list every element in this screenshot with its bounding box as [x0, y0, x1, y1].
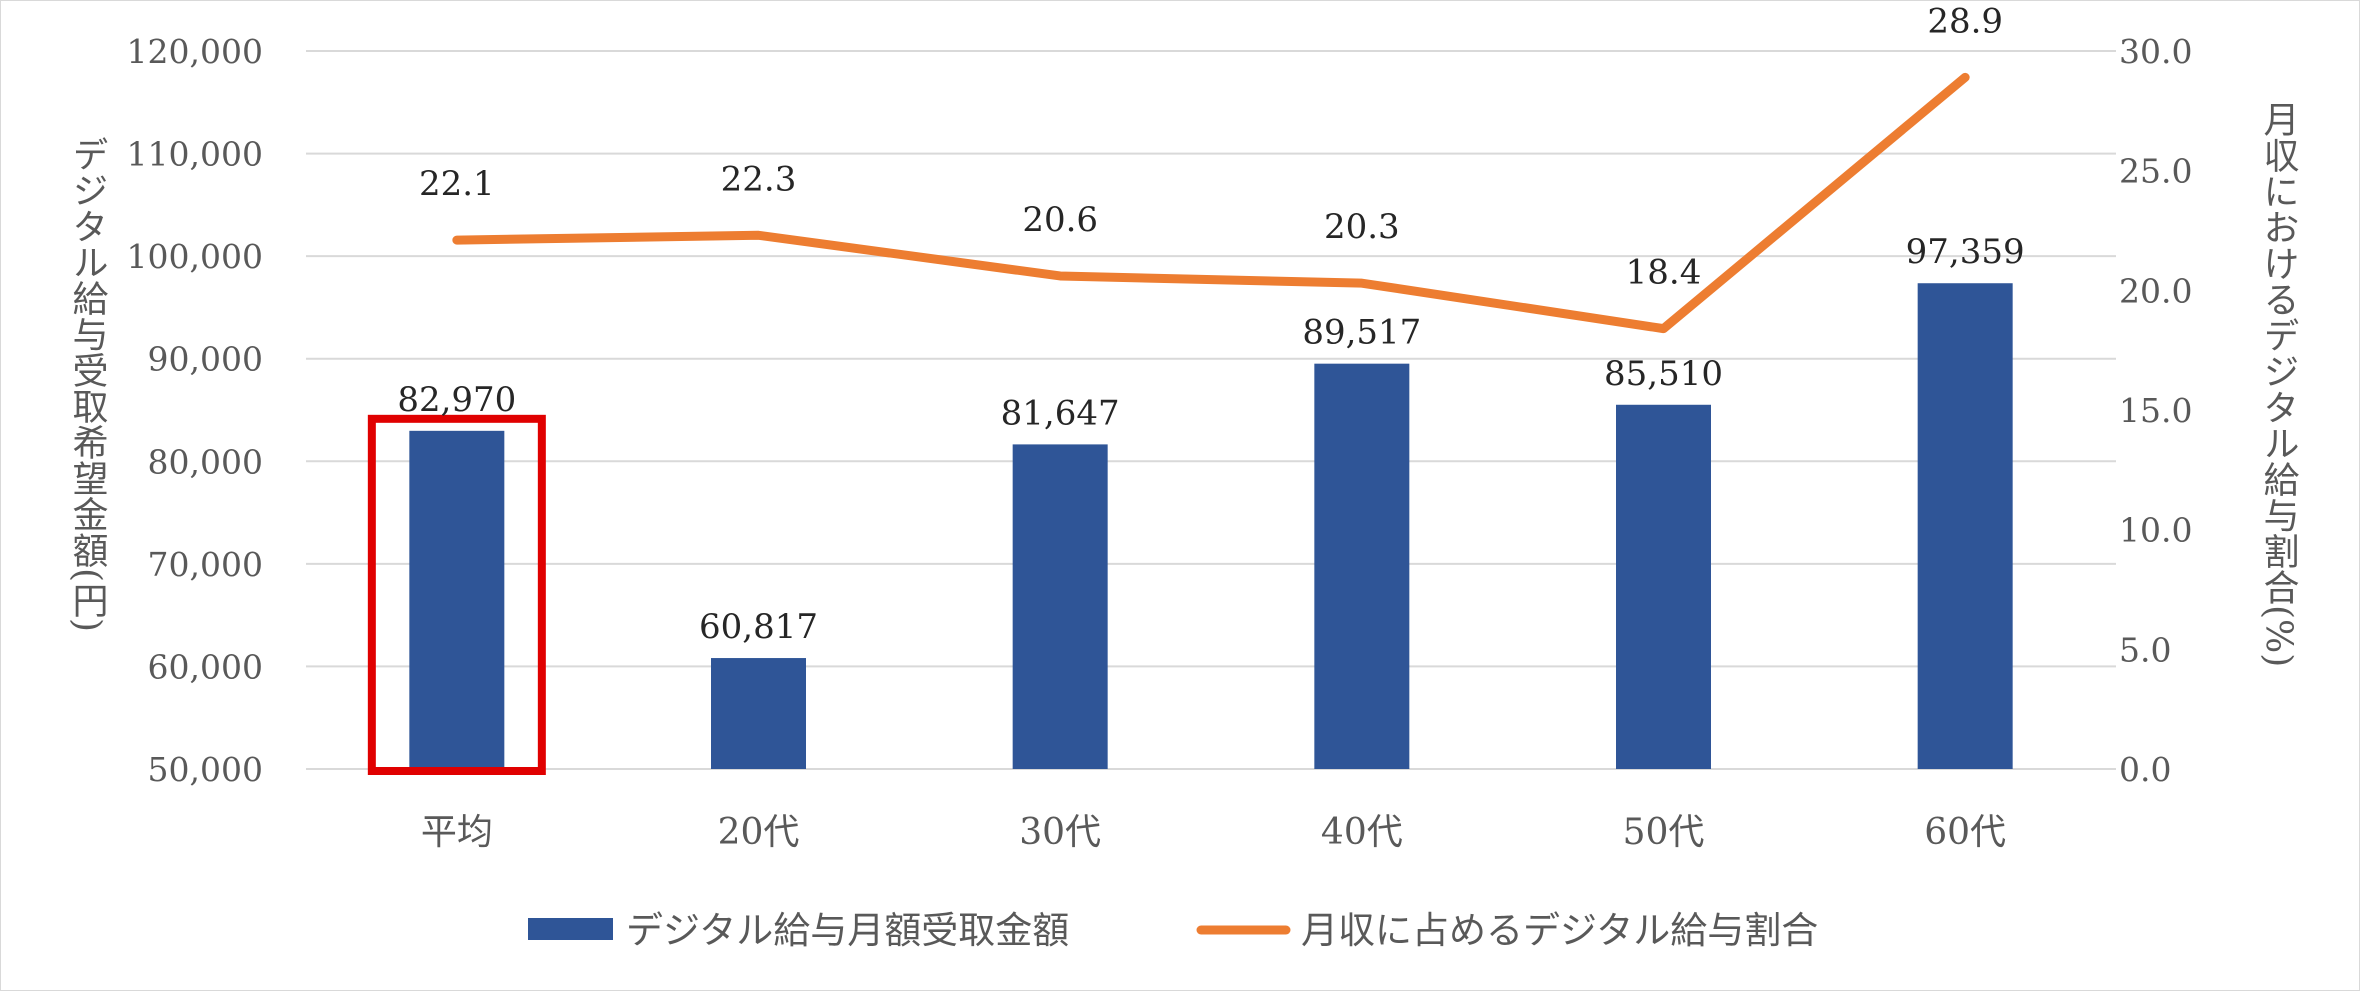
bar-value-label: 60,817 [699, 607, 818, 647]
line-point [1964, 76, 1967, 79]
line-value-label: 18.4 [1626, 253, 1702, 293]
right-tick-label: 30.0 [2119, 32, 2192, 71]
line-path [452, 72, 1970, 334]
right-tick-label: 10.0 [2119, 511, 2192, 550]
line-value-label: 22.3 [721, 159, 797, 199]
left-tick-label: 80,000 [148, 442, 263, 481]
bar [1616, 404, 1711, 769]
right-axis-ticks: 0.0 5.0 10.0 15.0 20.0 25.0 30.0 [2119, 32, 2192, 789]
bar-series [409, 283, 2013, 769]
left-tick-label: 100,000 [127, 237, 263, 276]
left-axis-ticks: 50,000 60,000 70,000 80,000 90,000 100,000 110… [127, 32, 263, 789]
legend-line-label: 月収に占めるデジタル給与割合 [1301, 909, 1818, 952]
line-point [757, 234, 760, 237]
right-axis-title: 月収におけるデジタル給与割合(%) [2258, 101, 2299, 667]
gridlines [306, 50, 2116, 770]
bar [1917, 283, 2013, 769]
bar-value-label: 81,647 [1001, 393, 1120, 433]
right-tick-label: 25.0 [2119, 152, 2192, 191]
bar [409, 430, 505, 769]
bar-value-label: 97,359 [1906, 232, 2025, 272]
left-axis-title: デジタル給与受取希望金額(円) [67, 136, 108, 632]
highlight-box [367, 414, 546, 775]
line-point [1059, 274, 1062, 277]
line-series [452, 72, 1970, 334]
category-label: 30代 [1019, 812, 1101, 853]
left-tick-label: 70,000 [148, 545, 263, 584]
data-labels: 82,970 60,817 81,647 89,517 85,510 97,359 22.1… [397, 1, 2024, 647]
line-value-label: 22.1 [419, 164, 495, 204]
right-tick-label: 20.0 [2119, 271, 2192, 310]
bar-value-label: 82,970 [397, 380, 516, 420]
left-tick-label: 120,000 [127, 32, 263, 71]
bar-value-label: 89,517 [1302, 313, 1421, 353]
line-point [1662, 327, 1665, 330]
legend-bar-label: デジタル給与月額受取金額 [626, 909, 1069, 952]
line-value-label: 20.3 [1324, 207, 1400, 247]
right-tick-label: 5.0 [2119, 630, 2171, 669]
category-label: 平均 [421, 812, 493, 853]
right-tick-label: 0.0 [2119, 750, 2171, 789]
bar [711, 658, 806, 769]
category-label: 20代 [718, 812, 800, 853]
legend-bar-swatch [528, 918, 613, 940]
line-value-label: 20.6 [1022, 200, 1098, 240]
category-labels: 平均 20代 30代 40代 50代 60代 [421, 812, 2006, 853]
left-tick-label: 60,000 [148, 647, 263, 686]
line-point [455, 239, 458, 242]
category-label: 60代 [1924, 812, 2006, 853]
highlight-box-group [367, 414, 546, 775]
right-tick-label: 15.0 [2119, 391, 2192, 430]
left-tick-label: 50,000 [148, 750, 263, 789]
category-label: 50代 [1623, 812, 1705, 853]
line-value-label: 28.9 [1927, 1, 2003, 41]
bar [1314, 363, 1410, 769]
category-label: 40代 [1321, 812, 1403, 853]
bar [1012, 444, 1108, 769]
left-tick-label: 110,000 [127, 135, 263, 174]
line-point [1360, 282, 1363, 285]
legend: デジタル給与月額受取金額 月収に占めるデジタル給与割合 [528, 909, 1818, 952]
left-tick-label: 90,000 [148, 340, 263, 379]
bar-value-label: 85,510 [1604, 354, 1723, 394]
